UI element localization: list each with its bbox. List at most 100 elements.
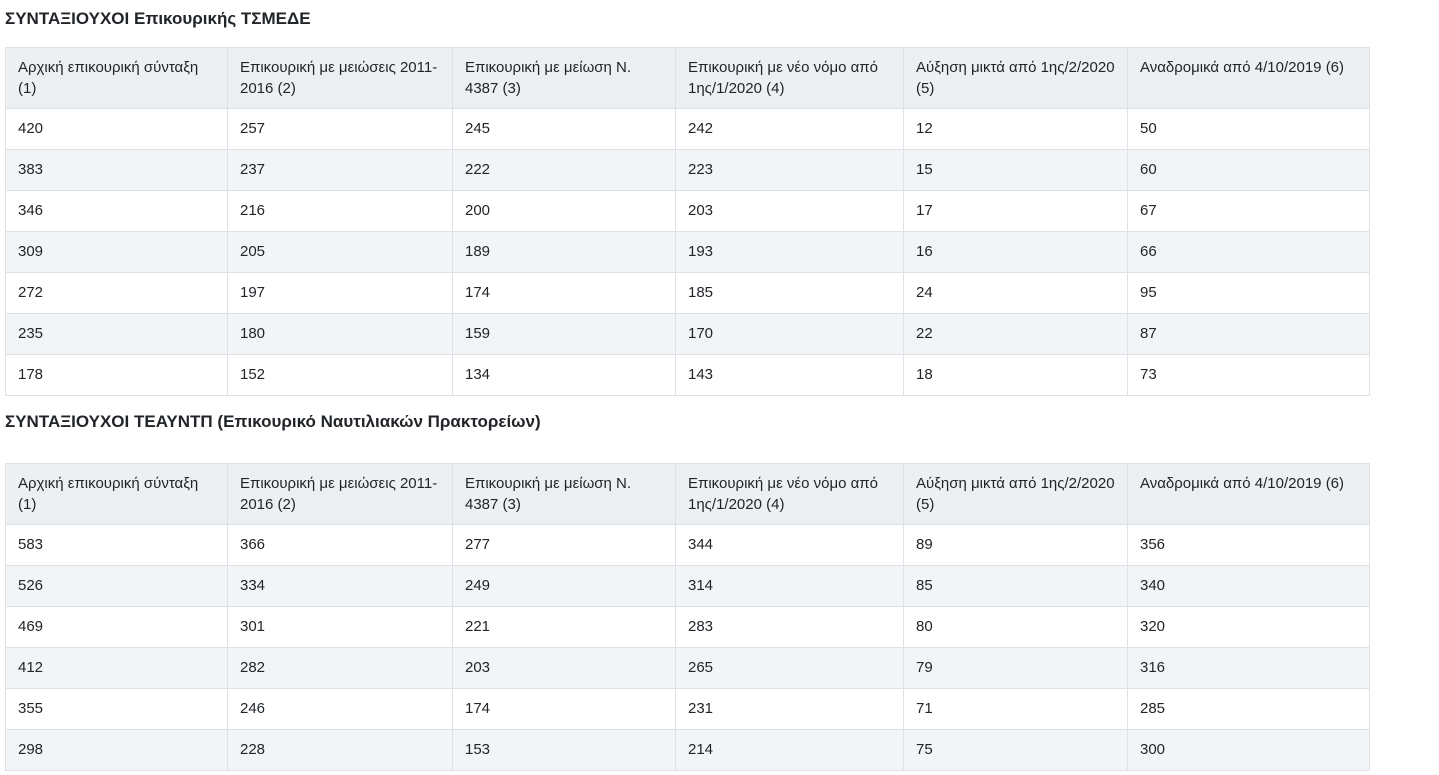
table-cell: 257 <box>227 108 453 150</box>
column-header: Επικουρική με μειώσεις 2011-2016 (2) <box>227 463 453 525</box>
column-header: Αναδρομικά από 4/10/2019 (6) <box>1127 47 1370 109</box>
table-cell: 221 <box>452 606 676 648</box>
table-cell: 309 <box>5 231 228 273</box>
table-cell: 18 <box>903 354 1128 396</box>
table-cell: 420 <box>5 108 228 150</box>
column-header: Αναδρομικά από 4/10/2019 (6) <box>1127 463 1370 525</box>
table-cell: 242 <box>675 108 904 150</box>
column-header: Επικουρική με νέο νόμο από 1ης/1/2020 (4… <box>675 47 904 109</box>
column-header: Αύξηση μικτά από 1ης/2/2020 (5) <box>903 47 1128 109</box>
table-row: 420 257 245 242 12 50 <box>5 108 1370 150</box>
table-row: 583 366 277 344 89 356 <box>5 524 1370 566</box>
section-tsmede: ΣΥΝΤΑΞΙΟΥΧΟΙ Επικουρικής ΤΣΜΕΔΕ Αρχική ε… <box>5 0 1439 396</box>
section-teauntp: ΣΥΝΤΑΞΙΟΥΧΟΙ ΤΕΑΥΝΤΠ (Επικουρικό Ναυτιλι… <box>5 396 1439 771</box>
table-body: 583 366 277 344 89 356 526 334 249 314 85 340 469 301… <box>5 524 1370 771</box>
table-cell: 235 <box>5 313 228 355</box>
table-cell: 214 <box>675 729 904 771</box>
table-cell: 200 <box>452 190 676 232</box>
table-cell: 526 <box>5 565 228 607</box>
table-cell: 231 <box>675 688 904 730</box>
column-header: Επικουρική με μείωση Ν. 4387 (3) <box>452 47 676 109</box>
table-cell: 174 <box>452 688 676 730</box>
table-cell: 316 <box>1127 647 1370 689</box>
table-header-row: Αρχική επικουρική σύνταξη (1) Επικουρική … <box>5 463 1370 525</box>
table-cell: 245 <box>452 108 676 150</box>
table-cell: 346 <box>5 190 228 232</box>
table-cell: 174 <box>452 272 676 314</box>
table-cell: 71 <box>903 688 1128 730</box>
table-cell: 282 <box>227 647 453 689</box>
table-cell: 320 <box>1127 606 1370 648</box>
table-row: 178 152 134 143 18 73 <box>5 354 1370 396</box>
table-cell: 272 <box>5 272 228 314</box>
table-cell: 89 <box>903 524 1128 566</box>
pension-table-tsmede: Αρχική επικουρική σύνταξη (1) Επικουρική … <box>5 47 1370 396</box>
table-row: 412 282 203 265 79 316 <box>5 647 1370 689</box>
table-cell: 85 <box>903 565 1128 607</box>
column-header: Επικουρική με νέο νόμο από 1ης/1/2020 (4… <box>675 463 904 525</box>
table-cell: 159 <box>452 313 676 355</box>
table-cell: 12 <box>903 108 1128 150</box>
table-cell: 298 <box>5 729 228 771</box>
table-cell: 366 <box>227 524 453 566</box>
table-cell: 249 <box>452 565 676 607</box>
table-cell: 228 <box>227 729 453 771</box>
table-cell: 73 <box>1127 354 1370 396</box>
table-cell: 334 <box>227 565 453 607</box>
table-cell: 143 <box>675 354 904 396</box>
table-cell: 412 <box>5 647 228 689</box>
table-cell: 50 <box>1127 108 1370 150</box>
table-cell: 75 <box>903 729 1128 771</box>
table-cell: 95 <box>1127 272 1370 314</box>
table-cell: 80 <box>903 606 1128 648</box>
column-header: Επικουρική με μείωση Ν. 4387 (3) <box>452 463 676 525</box>
table-cell: 15 <box>903 149 1128 191</box>
table-cell: 222 <box>452 149 676 191</box>
table-cell: 383 <box>5 149 228 191</box>
table-row: 355 246 174 231 71 285 <box>5 688 1370 730</box>
table-header-row: Αρχική επικουρική σύνταξη (1) Επικουρική … <box>5 47 1370 109</box>
table-cell: 170 <box>675 313 904 355</box>
table-cell: 60 <box>1127 149 1370 191</box>
table-cell: 300 <box>1127 729 1370 771</box>
section-title-tsmede: ΣΥΝΤΑΞΙΟΥΧΟΙ Επικουρικής ΤΣΜΕΔΕ <box>5 9 311 28</box>
table-cell: 301 <box>227 606 453 648</box>
table-cell: 216 <box>227 190 453 232</box>
table-cell: 265 <box>675 647 904 689</box>
table-row: 383 237 222 223 15 60 <box>5 149 1370 191</box>
table-row: 469 301 221 283 80 320 <box>5 606 1370 648</box>
column-header: Αύξηση μικτά από 1ης/2/2020 (5) <box>903 463 1128 525</box>
table-cell: 189 <box>452 231 676 273</box>
table-cell: 193 <box>675 231 904 273</box>
table-cell: 285 <box>1127 688 1370 730</box>
table-header-row: Αρχική επικουρική σύνταξη (1) Επικουρική … <box>5 463 1370 525</box>
table-cell: 205 <box>227 231 453 273</box>
table-cell: 344 <box>675 524 904 566</box>
table-body: 420 257 245 242 12 50 383 237 222 223 15 60 346 216 20… <box>5 108 1370 396</box>
table-cell: 583 <box>5 524 228 566</box>
table-cell: 185 <box>675 272 904 314</box>
table-cell: 17 <box>903 190 1128 232</box>
table-row: 235 180 159 170 22 87 <box>5 313 1370 355</box>
column-header: Επικουρική με μειώσεις 2011-2016 (2) <box>227 47 453 109</box>
table-cell: 197 <box>227 272 453 314</box>
table-cell: 22 <box>903 313 1128 355</box>
section-title-teauntp: ΣΥΝΤΑΞΙΟΥΧΟΙ ΤΕΑΥΝΤΠ (Επικουρικό Ναυτιλι… <box>5 412 541 431</box>
table-row: 526 334 249 314 85 340 <box>5 565 1370 607</box>
table-cell: 356 <box>1127 524 1370 566</box>
table-header-row: Αρχική επικουρική σύνταξη (1) Επικουρική … <box>5 47 1370 109</box>
table-cell: 87 <box>1127 313 1370 355</box>
table-cell: 237 <box>227 149 453 191</box>
table-cell: 203 <box>675 190 904 232</box>
table-cell: 24 <box>903 272 1128 314</box>
table-cell: 134 <box>452 354 676 396</box>
table-row: 309 205 189 193 16 66 <box>5 231 1370 273</box>
table-cell: 178 <box>5 354 228 396</box>
table-cell: 283 <box>675 606 904 648</box>
table-row: 272 197 174 185 24 95 <box>5 272 1370 314</box>
table-cell: 180 <box>227 313 453 355</box>
table-cell: 79 <box>903 647 1128 689</box>
table-cell: 314 <box>675 565 904 607</box>
column-header: Αρχική επικουρική σύνταξη (1) <box>5 463 228 525</box>
